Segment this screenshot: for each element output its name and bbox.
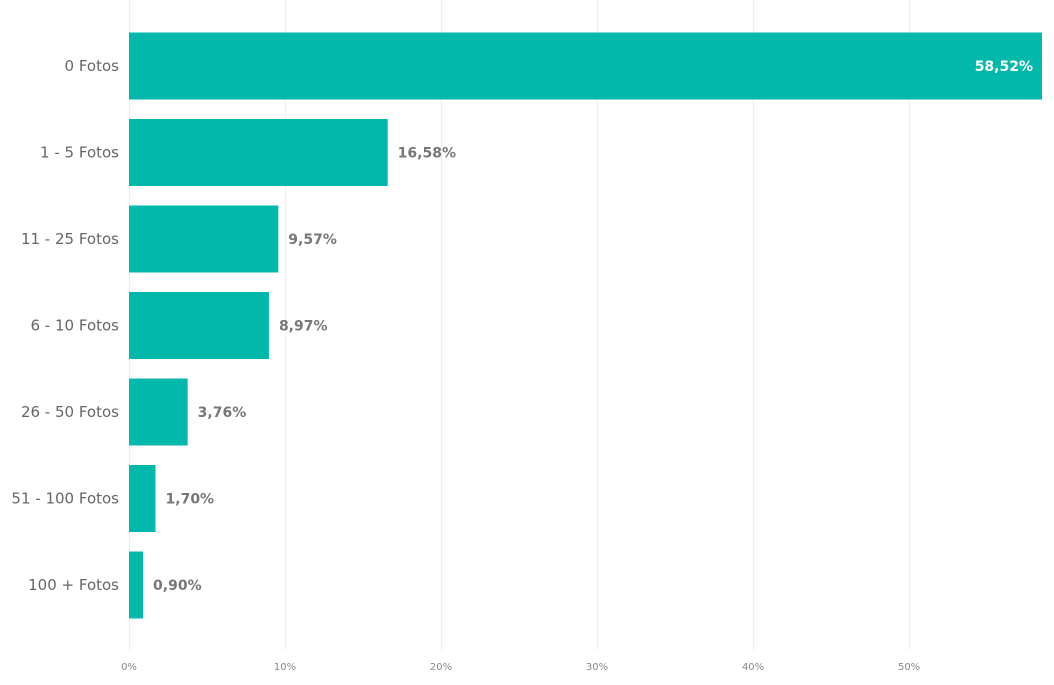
bar: [129, 551, 144, 619]
x-tick-label: 50%: [898, 662, 920, 673]
category-label: 100 + Fotos: [28, 576, 119, 594]
x-axis-ticks: 0% 10% 20% 30% 40% 50%: [121, 662, 920, 673]
category-label: 11 - 25 Fotos: [21, 230, 119, 248]
bar: [129, 32, 1042, 100]
data-label: 0,90%: [153, 578, 202, 594]
category-label: 0 Fotos: [65, 57, 120, 75]
data-label: 9,57%: [288, 232, 337, 248]
x-tick-label: 40%: [742, 662, 764, 673]
bar: [129, 465, 156, 532]
x-tick-label: 10%: [274, 662, 296, 673]
data-label: 58,52%: [975, 59, 1033, 75]
bars: [129, 32, 1042, 619]
bar: [129, 119, 388, 186]
x-tick-label: 20%: [430, 662, 452, 673]
x-tick-label: 0%: [121, 662, 137, 673]
category-label: 26 - 50 Fotos: [21, 403, 119, 421]
bar: [129, 205, 279, 273]
data-label: 3,76%: [198, 405, 247, 421]
category-label: 51 - 100 Fotos: [11, 490, 119, 508]
x-tick-label: 30%: [586, 662, 608, 673]
bar: [129, 292, 269, 359]
value-labels: 58,52% 16,58% 9,57% 8,97% 3,76% 1,70% 0,90%: [153, 59, 1033, 594]
gridlines: [129, 0, 910, 650]
category-label: 6 - 10 Fotos: [31, 317, 120, 335]
category-label: 1 - 5 Fotos: [40, 144, 119, 162]
data-label: 8,97%: [279, 319, 328, 335]
category-labels: 0 Fotos 1 - 5 Fotos 11 - 25 Fotos 6 - 10 Fo…: [11, 57, 119, 594]
bar: [129, 378, 188, 446]
data-label: 1,70%: [166, 492, 215, 508]
data-label: 16,58%: [398, 146, 456, 162]
